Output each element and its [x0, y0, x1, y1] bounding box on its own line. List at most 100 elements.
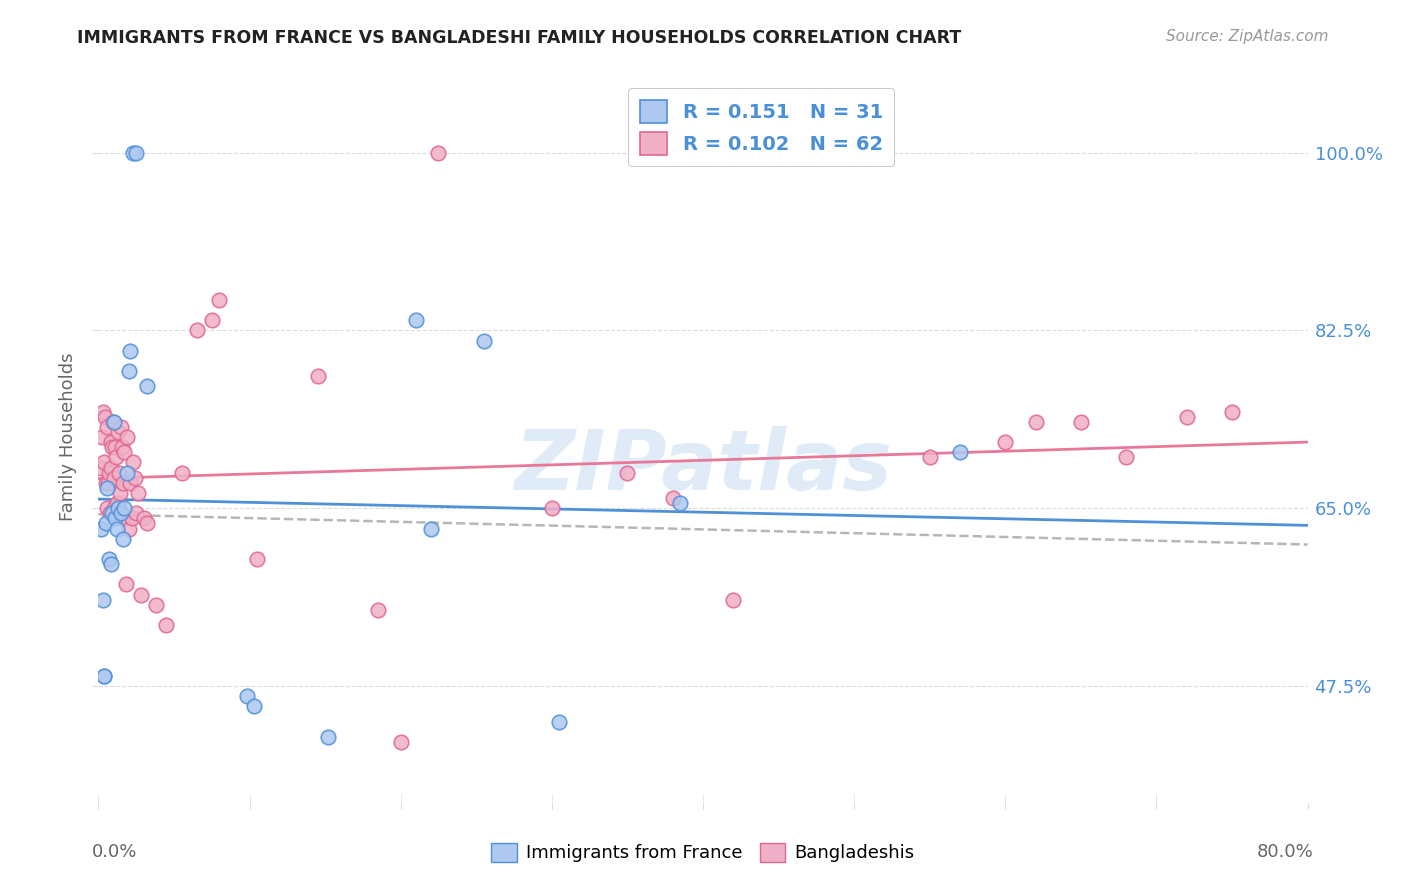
Point [170, 466, 193, 480]
Point [100, 460, 122, 475]
Point [132, 511, 155, 525]
Point [122, 145, 145, 160]
Point [112, 501, 135, 516]
Point [90, 521, 112, 535]
Point [91, 592, 114, 607]
Point [118, 364, 141, 378]
Point [101, 415, 124, 429]
Point [367, 603, 389, 617]
Point [1175, 409, 1198, 424]
Point [101, 440, 124, 454]
Point [307, 369, 329, 384]
Point [111, 475, 134, 490]
Point [472, 334, 495, 348]
Point [112, 511, 135, 525]
Point [120, 343, 142, 358]
Point [186, 323, 208, 337]
Point [107, 501, 129, 516]
Point [124, 471, 146, 485]
Text: Source: ZipAtlas.com: Source: ZipAtlas.com [1166, 29, 1329, 44]
Point [104, 511, 127, 525]
Point [246, 552, 269, 566]
Point [90, 460, 112, 475]
Point [91, 430, 114, 444]
Legend: R = 0.151   N = 31, R = 0.102   N = 62: R = 0.151 N = 31, R = 0.102 N = 62 [628, 88, 894, 167]
Point [98, 552, 121, 566]
Point [208, 293, 231, 307]
Point [107, 425, 129, 439]
Point [918, 450, 941, 465]
Point [405, 313, 427, 327]
Point [110, 506, 132, 520]
Point [98, 466, 121, 480]
Text: IMMIGRANTS FROM FRANCE VS BANGLADESHI FAMILY HOUSEHOLDS CORRELATION CHART: IMMIGRANTS FROM FRANCE VS BANGLADESHI FA… [77, 29, 962, 46]
Point [93, 669, 115, 683]
Point [98, 506, 121, 520]
Point [723, 592, 745, 607]
Point [120, 475, 142, 490]
Point [105, 496, 128, 510]
Point [1115, 450, 1137, 465]
Point [235, 689, 257, 703]
Y-axis label: Family Households: Family Households [59, 353, 77, 521]
Point [121, 511, 143, 525]
Point [420, 521, 443, 535]
Point [97, 475, 120, 490]
Point [122, 455, 145, 469]
Point [105, 521, 128, 535]
Point [115, 466, 138, 480]
Point [94, 516, 117, 531]
Point [101, 506, 124, 520]
Point [96, 481, 118, 495]
Point [93, 669, 115, 683]
Point [94, 475, 117, 490]
Point [103, 501, 125, 516]
Point [96, 420, 118, 434]
Point [111, 440, 134, 454]
Point [243, 699, 266, 714]
Text: ZIPatlas: ZIPatlas [515, 425, 891, 507]
Point [1024, 415, 1046, 429]
Point [96, 501, 118, 516]
Point [103, 471, 125, 485]
Point [1070, 415, 1092, 429]
Point [115, 430, 138, 444]
Point [994, 435, 1017, 450]
Text: 80.0%: 80.0% [1257, 843, 1313, 861]
Point [118, 521, 141, 535]
Point [103, 415, 125, 429]
Point [108, 466, 131, 480]
Point [540, 501, 562, 516]
Point [201, 313, 224, 327]
Point [1220, 405, 1243, 419]
Point [111, 532, 134, 546]
Point [112, 445, 135, 459]
Point [110, 420, 132, 434]
Legend: Immigrants from France, Bangladeshis: Immigrants from France, Bangladeshis [484, 836, 922, 870]
Point [100, 557, 122, 571]
Point [669, 496, 692, 510]
Point [93, 455, 115, 469]
Point [129, 588, 152, 602]
Point [104, 440, 127, 454]
Point [427, 145, 450, 160]
Point [145, 598, 167, 612]
Point [125, 506, 148, 520]
Text: 0.0%: 0.0% [93, 843, 138, 861]
Point [94, 409, 117, 424]
Point [548, 714, 571, 729]
Point [949, 445, 972, 459]
Point [135, 379, 157, 393]
Point [316, 730, 339, 744]
Point [616, 466, 638, 480]
Point [108, 486, 131, 500]
Point [389, 735, 412, 749]
Point [155, 618, 177, 632]
Point [91, 405, 114, 419]
Point [100, 435, 122, 450]
Point [127, 486, 149, 500]
Point [661, 491, 683, 505]
Point [104, 450, 127, 465]
Point [125, 145, 148, 160]
Point [114, 577, 136, 591]
